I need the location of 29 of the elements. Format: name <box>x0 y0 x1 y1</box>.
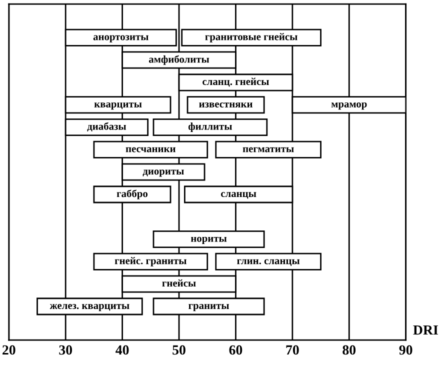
data-label: пегматиты <box>242 147 294 152</box>
data-label: габбро <box>116 190 148 200</box>
data-label: граниты <box>188 304 230 312</box>
data-label: нориты <box>190 236 227 244</box>
x-tick-label: 20 <box>2 345 16 355</box>
data-label: гнейсы <box>162 279 196 287</box>
data-label: гранитовые гнейсы <box>205 32 298 42</box>
data-label: песчаники <box>126 147 176 152</box>
x-tick-label: 90 <box>399 345 412 355</box>
data-label: диориты <box>142 170 184 177</box>
x-tick-label: 60 <box>229 345 242 355</box>
data-label: мрамор <box>331 102 367 110</box>
data-label: желез. кварциты <box>50 304 130 312</box>
data-label: сланц. гнейсы <box>202 78 269 87</box>
data-label: филлиты <box>188 122 232 132</box>
data-label: сланцы <box>221 192 256 199</box>
x-tick-label: 30 <box>59 345 72 355</box>
data-label: глин. сланцы <box>237 259 300 266</box>
x-tick-label: 80 <box>342 345 356 355</box>
x-tick-label: 70 <box>286 345 299 355</box>
x-tick-label: 50 <box>172 345 186 355</box>
data-label: диабазы <box>87 122 126 132</box>
data-label: гнейс. граниты <box>114 256 186 266</box>
x-axis-title: DRI <box>413 325 438 335</box>
data-label: анортозиты <box>93 35 148 42</box>
data-label: амфиболиты <box>148 55 210 65</box>
data-label: кварциты <box>94 102 142 110</box>
data-label: известняки <box>199 102 252 108</box>
x-tick-label: 40 <box>116 345 129 355</box>
